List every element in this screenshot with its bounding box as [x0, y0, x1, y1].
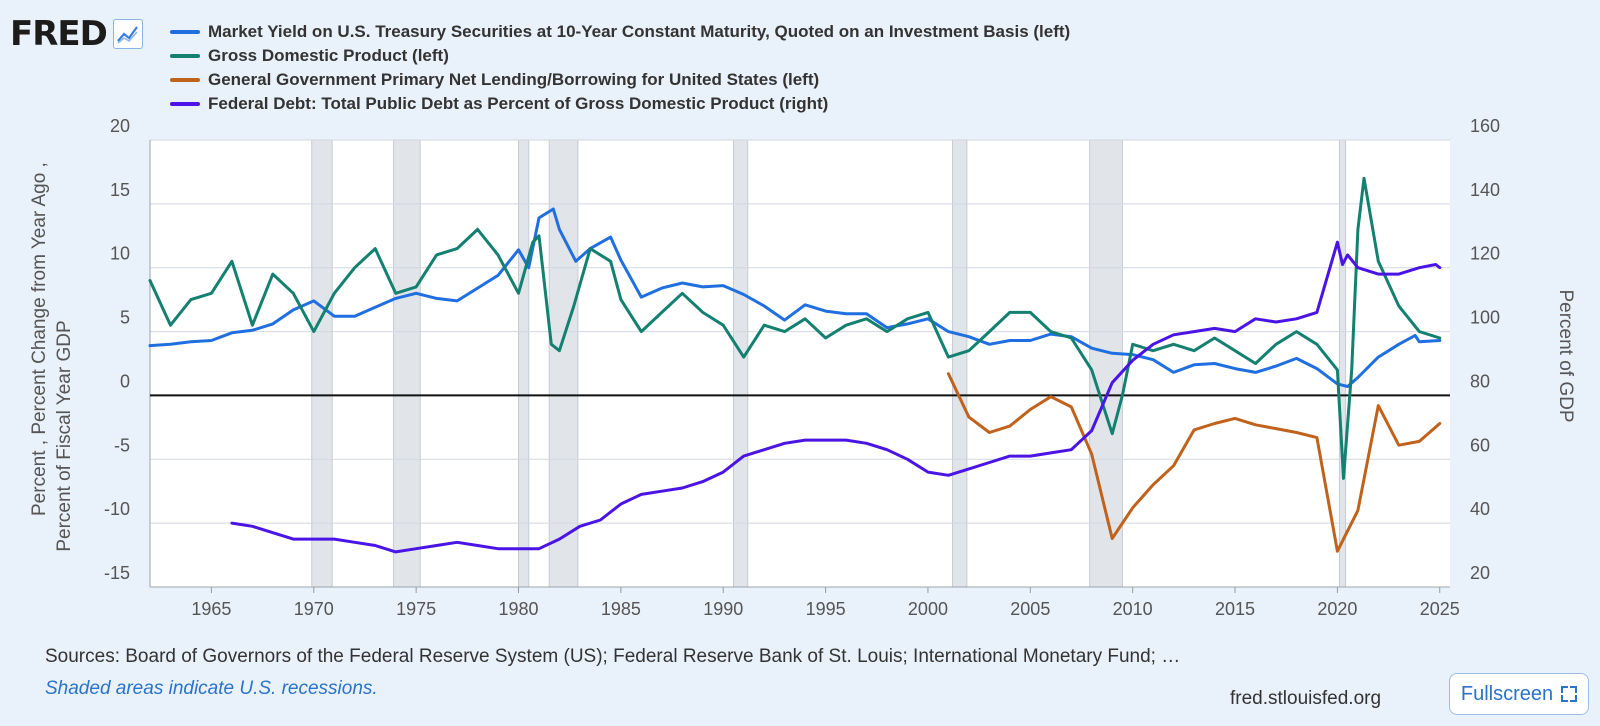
- right-tick-label: 100: [1470, 308, 1500, 328]
- logo-text: FRED: [10, 14, 108, 54]
- fullscreen-button[interactable]: Fullscreen: [1449, 673, 1589, 715]
- legend-swatch: [170, 54, 200, 58]
- x-tick-label: 1985: [601, 599, 641, 619]
- series-line-1: [148, 207, 1442, 388]
- x-tick-label: 1995: [806, 599, 846, 619]
- left-tick-label: -5: [114, 435, 130, 455]
- right-tick-label: 140: [1470, 180, 1500, 200]
- series-line-3: [946, 372, 1442, 553]
- line-chart-icon: [112, 19, 143, 49]
- x-tick-label: 2020: [1317, 599, 1357, 619]
- recession-band: [311, 139, 333, 588]
- x-tick-label: 2005: [1010, 599, 1050, 619]
- x-tick-label: 2015: [1215, 599, 1255, 619]
- left-tick-label: -15: [104, 563, 130, 583]
- left-tick-label: 15: [110, 180, 130, 200]
- legend-swatch: [170, 30, 200, 34]
- recession-band: [1338, 139, 1347, 588]
- series-line-2: [148, 176, 1442, 480]
- right-tick-label: 120: [1470, 244, 1500, 264]
- series-line-4: [230, 240, 1442, 554]
- recession-band: [952, 139, 968, 588]
- x-tick-label: 1980: [498, 599, 538, 619]
- left-tick-label: 10: [110, 244, 130, 264]
- legend-item-federal-debt[interactable]: Federal Debt: Total Public Debt as Perce…: [170, 92, 1070, 116]
- recession-band: [518, 139, 530, 588]
- x-tick-label: 1975: [396, 599, 436, 619]
- left-tick-label: 5: [120, 308, 130, 328]
- recession-band: [393, 139, 421, 588]
- right-tick-label: 160: [1470, 116, 1500, 136]
- fred-logo[interactable]: FRED: [10, 14, 143, 54]
- plot-area: [150, 140, 1450, 587]
- legend-item-gdp[interactable]: Gross Domestic Product (left): [170, 44, 1070, 68]
- x-tick-label: 2000: [908, 599, 948, 619]
- recession-band: [548, 139, 579, 588]
- sources-text: Sources: Board of Governors of the Feder…: [45, 646, 1185, 667]
- chart-svg: 20151050-5-10-15160140120100806040201965…: [104, 116, 1500, 619]
- left-tick-label: -10: [104, 499, 130, 519]
- left-tick-label: 0: [120, 371, 130, 391]
- x-tick-label: 1965: [191, 599, 231, 619]
- legend-label: General Government Primary Net Lending/B…: [208, 70, 820, 89]
- recession-band: [732, 139, 749, 588]
- legend-label: Federal Debt: Total Public Debt as Perce…: [208, 94, 829, 113]
- expand-icon: [1561, 686, 1578, 702]
- x-tick-label: 2025: [1420, 599, 1460, 619]
- legend-label: Market Yield on U.S. Treasury Securities…: [208, 22, 1071, 41]
- fullscreen-label: Fullscreen: [1460, 682, 1554, 705]
- right-tick-label: 20: [1470, 563, 1490, 583]
- legend-item-net-lending[interactable]: General Government Primary Net Lending/B…: [170, 68, 1070, 92]
- recession-band: [1089, 139, 1123, 588]
- x-tick-label: 1990: [703, 599, 743, 619]
- chart-legend: Market Yield on U.S. Treasury Securities…: [170, 20, 1070, 116]
- x-tick-label: 1970: [294, 599, 334, 619]
- legend-label: Gross Domestic Product (left): [208, 46, 449, 65]
- legend-swatch: [170, 102, 200, 106]
- legend-swatch: [170, 78, 200, 82]
- right-tick-label: 60: [1470, 435, 1490, 455]
- legend-item-treasury-yield[interactable]: Market Yield on U.S. Treasury Securities…: [170, 20, 1070, 44]
- recession-note: Shaded areas indicate U.S. recessions.: [45, 678, 378, 699]
- left-tick-label: 20: [110, 116, 130, 136]
- x-tick-label: 2010: [1113, 599, 1153, 619]
- right-tick-label: 80: [1470, 371, 1490, 391]
- site-url[interactable]: fred.stlouisfed.org: [1230, 688, 1382, 709]
- right-tick-label: 40: [1470, 499, 1490, 519]
